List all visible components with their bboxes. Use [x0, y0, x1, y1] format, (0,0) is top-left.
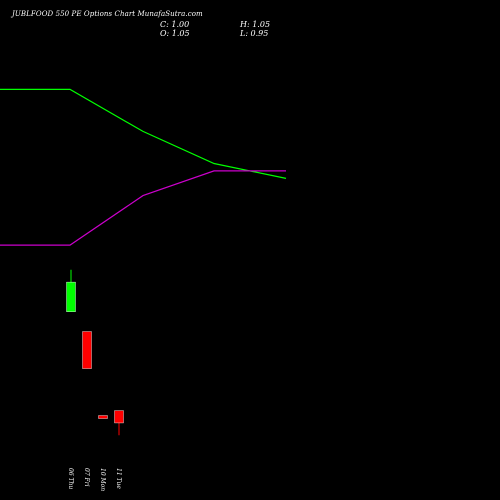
candle-4	[114, 410, 124, 436]
high-value: H: 1.05	[240, 20, 271, 29]
x-tick-label: 07 Fri	[83, 468, 90, 487]
candle-2	[82, 331, 92, 369]
candle-body	[82, 331, 92, 369]
candle-3	[98, 415, 108, 419]
x-tick-label: 10 Mon	[99, 468, 106, 491]
candle-1	[66, 269, 76, 312]
chart-title: JUBLFOOD 550 PE Options Chart MunafaSutr…	[12, 10, 203, 18]
trend-line-1	[0, 88, 287, 179]
trend-line-2	[0, 170, 286, 246]
candle-body	[66, 281, 76, 312]
candle-body	[98, 415, 108, 419]
low-value: L: 0.95	[240, 29, 269, 38]
x-tick-label: 11 Tue	[115, 468, 122, 489]
candle-body	[114, 410, 124, 424]
close-value: C: 1.00	[160, 20, 190, 29]
open-value: O: 1.05	[160, 29, 190, 38]
x-tick-label: 06 Thu	[67, 468, 74, 489]
